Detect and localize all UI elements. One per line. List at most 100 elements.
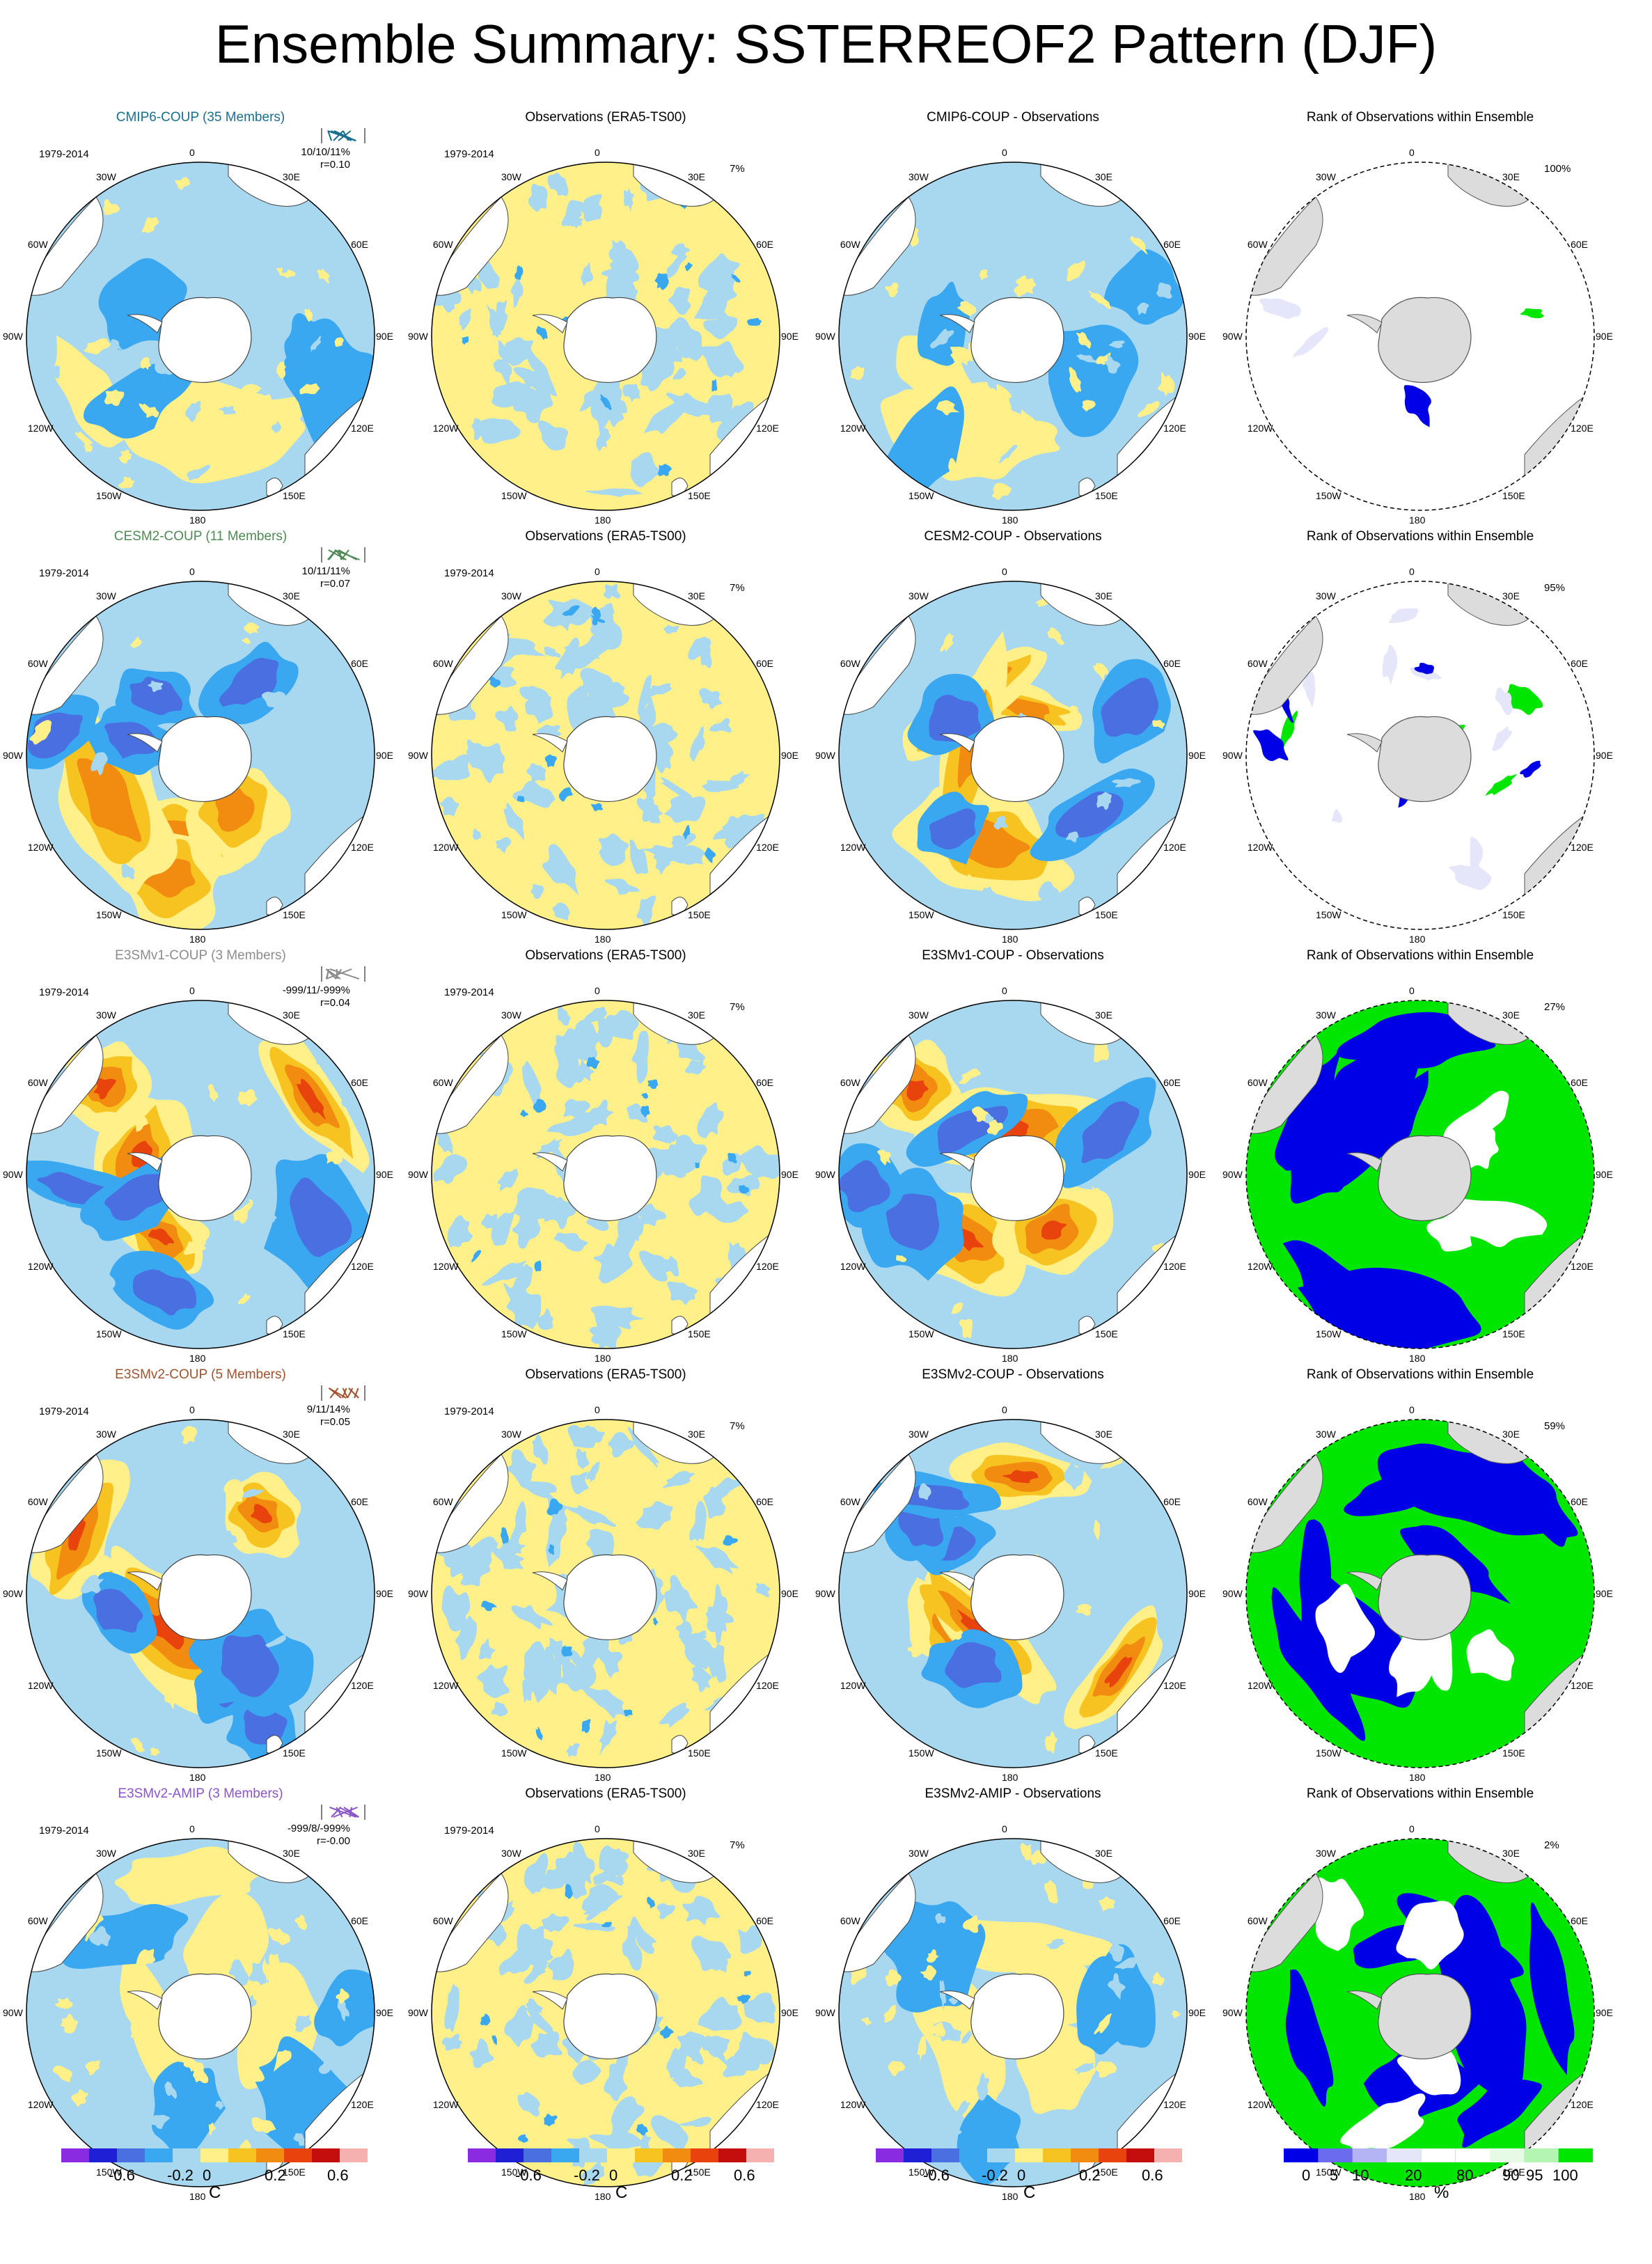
stats-line1: -999/8/-999% [287, 1823, 350, 1834]
lon-label: 90E [376, 2007, 393, 2018]
member-ticks [321, 128, 365, 143]
lon-label: 180 [1409, 514, 1426, 526]
lon-label: 90E [1596, 750, 1613, 761]
lon-label: 30W [1316, 1009, 1336, 1021]
lon-label: 180 [189, 934, 206, 945]
lon-label: 30E [1502, 1429, 1520, 1440]
explained-variance-pct: 7% [730, 582, 745, 594]
lon-label: 60E [756, 1077, 774, 1088]
colorbar-tick-label: -0.2 [982, 2167, 1008, 2184]
lon-label: 150W [501, 1328, 527, 1339]
lon-label: 60E [351, 1915, 369, 1926]
rank-pct: 95% [1544, 582, 1566, 594]
lon-label: 30E [688, 1848, 705, 1860]
lon-label: 150W [96, 909, 122, 920]
lon-label: 120W [432, 1261, 459, 1272]
lon-label: 30E [1095, 171, 1112, 183]
lon-label: 150E [283, 1328, 306, 1339]
colorbar-tick-label: 0 [609, 2167, 618, 2184]
colorbar-tick-label: 0.2 [671, 2167, 693, 2184]
lon-label: 120E [1571, 2099, 1594, 2110]
lon-label: 120E [756, 423, 779, 434]
colorbar-tick-label: 0.6 [327, 2167, 349, 2184]
panel-obs-row4: Observations (ERA5-TS00) 1979-2014 7% 0 30E 6… [408, 1367, 799, 1783]
lon-label: 120W [27, 2099, 54, 2110]
panel-rank-row1: Rank of Observations within Ensemble 100%… [1222, 110, 1613, 526]
diff-panel-title: E3SMv2-AMIP - Observations [925, 1786, 1101, 1801]
lon-label: 30W [908, 1848, 929, 1860]
lon-label: 150W [1316, 2166, 1342, 2178]
rank-pct: 100% [1544, 163, 1571, 175]
lon-label: 0 [1409, 1404, 1415, 1415]
panel-model-row4: E3SMv2-COUP (5 Members) 1979-2014 9/11/14%… [3, 1367, 393, 1783]
lon-label: 30E [283, 1429, 300, 1440]
lon-label: 90W [408, 331, 428, 342]
lon-label: 90E [1188, 2007, 1206, 2018]
lon-label: 120E [1163, 423, 1186, 434]
period-label: 1979-2014 [39, 1825, 89, 1837]
lon-label: 30W [908, 590, 929, 602]
lon-label: 90E [781, 750, 799, 761]
lon-label: 30W [501, 1009, 521, 1021]
lon-label: 60E [1571, 1915, 1589, 1926]
lon-label: 60E [1163, 1915, 1181, 1926]
stats-line2: r=0.07 [320, 578, 350, 590]
lon-label: 90W [815, 331, 835, 342]
sst-colorbar-1 [61, 2148, 368, 2162]
lon-label: 0 [595, 147, 600, 158]
lon-label: 60W [27, 1077, 48, 1088]
polar-map [838, 162, 1188, 511]
lon-label: 120W [432, 423, 459, 434]
polar-map [431, 162, 780, 511]
lon-label: 120E [756, 2099, 779, 2110]
lon-label: 90E [781, 1169, 799, 1180]
stats-line2: r=0.10 [320, 159, 350, 171]
lon-label: 90E [1188, 1169, 1206, 1180]
lon-label: 0 [1409, 147, 1415, 158]
lon-label: 150E [1502, 909, 1525, 920]
lon-label: 60E [1571, 658, 1589, 669]
lon-label: 0 [1002, 1823, 1007, 1834]
lon-label: 180 [189, 2191, 206, 2202]
lon-label: 90E [781, 2007, 799, 2018]
panel-rank-row2: Rank of Observations within Ensemble 95% 0… [1222, 529, 1613, 945]
lon-label: 0 [1409, 985, 1415, 996]
colorbar-tick-label: 90 [1502, 2167, 1520, 2184]
lon-label: 60W [1247, 1077, 1268, 1088]
lon-label: 180 [189, 514, 206, 526]
stats-line2: r=0.05 [320, 1416, 350, 1428]
colorbar-tick-label: -0.6 [923, 2167, 950, 2184]
lon-label: 30E [1095, 1009, 1112, 1021]
lon-label: 0 [189, 566, 195, 577]
lon-label: 120E [351, 1261, 374, 1272]
lon-label: 120E [1571, 842, 1594, 853]
lon-label: 30E [283, 171, 300, 183]
lon-label: 30W [96, 590, 116, 602]
lon-label: 150E [1095, 2166, 1118, 2178]
lon-label: 60W [27, 239, 48, 250]
panel-diff-row3: E3SMv1-COUP - Observations 0 30E 60E 90E 120E… [815, 948, 1206, 1364]
lon-label: 120W [27, 842, 54, 853]
lon-label: 30W [908, 171, 929, 183]
panel-diff-row2: CESM2-COUP - Observations 0 30E 60E 90E 120E 1… [815, 529, 1206, 945]
lon-label: 150W [908, 2166, 934, 2178]
lon-label: 30E [688, 590, 705, 602]
lon-label: 150W [1316, 1328, 1342, 1339]
period-label: 1979-2014 [39, 148, 89, 160]
polar-map [26, 581, 375, 930]
lon-label: 90E [376, 1169, 393, 1180]
lon-label: 30W [96, 1009, 116, 1021]
lon-label: 30W [1316, 1429, 1336, 1440]
lon-label: 30E [1502, 171, 1520, 183]
lon-label: 120W [432, 1680, 459, 1691]
polar-map [1245, 1000, 1595, 1349]
lon-label: 60E [1571, 1496, 1589, 1507]
lon-label: 120E [1571, 423, 1594, 434]
lon-label: 30W [1316, 1848, 1336, 1860]
explained-variance-pct: 7% [730, 1001, 745, 1013]
lon-label: 150W [96, 1328, 122, 1339]
lon-label: 120W [840, 1261, 866, 1272]
lon-label: 30E [1095, 590, 1112, 602]
lon-label: 60W [432, 239, 453, 250]
lon-label: 180 [595, 2191, 611, 2202]
